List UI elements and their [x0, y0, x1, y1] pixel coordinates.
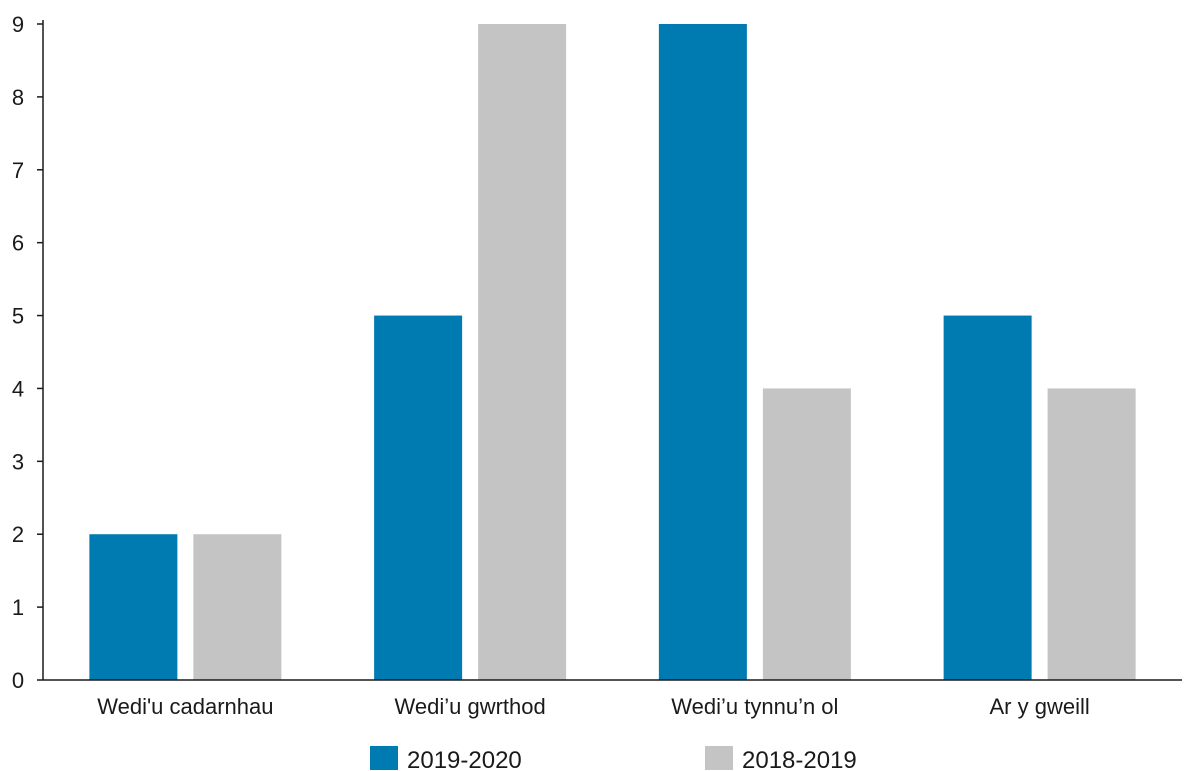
legend-label: 2019-2020 — [407, 747, 522, 771]
bar-series-1 — [658, 24, 747, 680]
y-tick-label: 3 — [12, 449, 24, 474]
y-tick-label: 6 — [12, 231, 24, 256]
bar-series-2 — [193, 534, 282, 680]
x-category-label: Wedi’u gwrthod — [395, 694, 546, 719]
bars-group — [89, 24, 1136, 680]
y-tick-label: 7 — [12, 158, 24, 183]
bar-series-1 — [943, 315, 1032, 680]
x-axis-labels: Wedi'u cadarnhau Wedi’u gwrthod Wedi’u tyn… — [97, 694, 1090, 719]
bar-series-1 — [374, 315, 463, 680]
bar-series-2 — [478, 24, 567, 680]
y-tick-label: 8 — [12, 85, 24, 110]
y-tick-label: 9 — [12, 12, 24, 37]
y-tick-label: 4 — [12, 376, 24, 401]
legend-swatch — [370, 746, 398, 770]
y-tick-label: 0 — [12, 668, 24, 693]
y-axis-ticks: 0 1 2 3 4 5 6 7 8 9 — [12, 12, 43, 693]
legend-label: 2018-2019 — [742, 747, 857, 771]
bar-series-2 — [762, 388, 851, 680]
y-tick-label: 5 — [12, 304, 24, 329]
x-category-label: Ar y gweill — [990, 694, 1090, 719]
legend: 2019-2020 2018-2019 — [370, 746, 857, 771]
legend-swatch — [705, 746, 733, 770]
y-tick-label: 2 — [12, 522, 24, 547]
x-category-label: Wedi’u tynnu’n ol — [671, 694, 838, 719]
bar-series-2 — [1047, 388, 1136, 680]
x-category-label: Wedi'u cadarnhau — [97, 694, 273, 719]
bar-series-1 — [89, 534, 178, 680]
y-tick-label: 1 — [12, 595, 24, 620]
